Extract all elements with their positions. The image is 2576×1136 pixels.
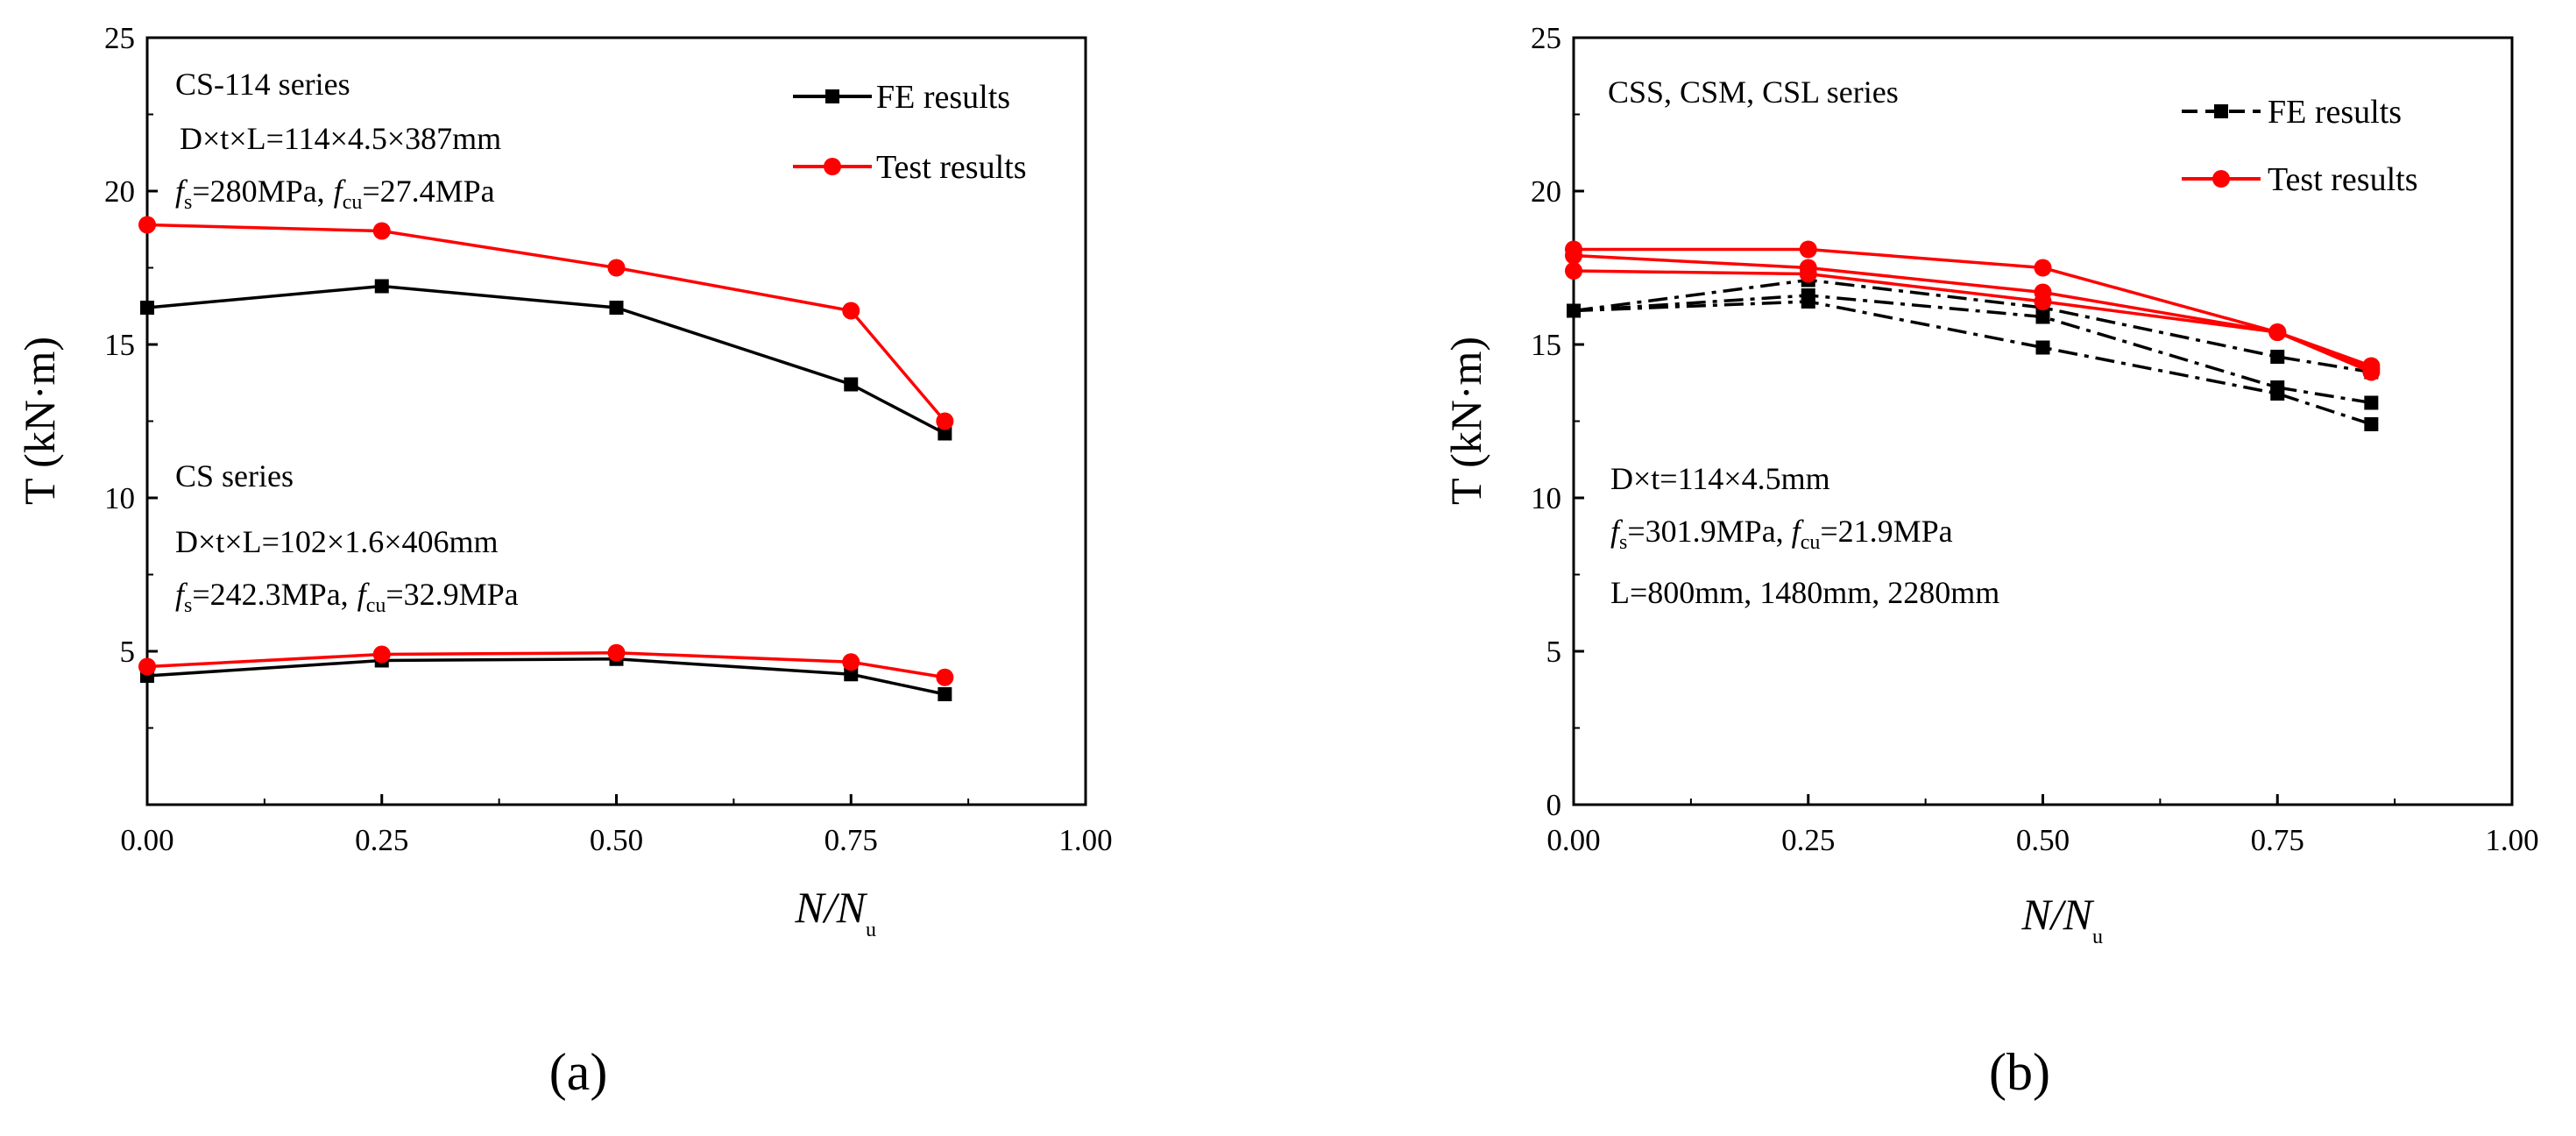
legend-a-fe-label: FE results xyxy=(876,79,1010,116)
data-point-a-0 xyxy=(938,426,952,441)
chart-panel-b: 0.00 0.25 0.50 0.75 1.00 0 5 10 15 20 25 CSS, CSM,… xyxy=(1441,21,2539,1101)
legend-b-fe-marker xyxy=(2214,104,2228,118)
data-point-b-3 xyxy=(2034,259,2052,277)
x-tick-label-a: 0.25 xyxy=(355,823,408,857)
legend-a: FE results Test results xyxy=(793,79,1026,186)
annotation-group1-dims: D×t×L=114×4.5×387mm xyxy=(180,121,501,156)
data-point-a-3 xyxy=(607,643,626,662)
x-tick-label-b: 0.75 xyxy=(2251,823,2304,857)
x-tick-label-a: 0.00 xyxy=(120,823,173,857)
data-point-a-0 xyxy=(140,301,154,315)
x-axis-label-a: N/Nu xyxy=(794,883,876,941)
legend-b-test-marker xyxy=(2212,170,2230,188)
data-point-b-5 xyxy=(2362,363,2381,381)
series-line-a-0 xyxy=(146,284,946,436)
x-tick-label-a: 1.00 xyxy=(1058,823,1112,857)
y-tick-label-b: 5 xyxy=(1546,635,1562,669)
annotation-group2-title: CS series xyxy=(175,458,294,493)
y-tick-label-b: 10 xyxy=(1531,481,1561,515)
chart-panel-a: 0.00 0.25 0.50 0.75 1.00 5 10 15 20 25 CS-114 ser… xyxy=(15,21,1113,1101)
annotation-b-lengths: L=800mm, 1480mm, 2280mm xyxy=(1610,575,1999,610)
data-point-b-3 xyxy=(1799,240,1817,259)
data-point-b-2 xyxy=(2270,387,2285,401)
y-tick-label-b: 0 xyxy=(1546,788,1562,822)
x-tick-label-a: 0.75 xyxy=(824,823,878,857)
series-line-a-1 xyxy=(146,223,946,422)
data-point-b-2 xyxy=(1801,295,1815,309)
data-point-a-2 xyxy=(938,687,952,701)
annotation-b-props: fs=301.9MPa, fcu=21.9MPa xyxy=(1610,514,1953,554)
data-point-a-0 xyxy=(374,279,389,294)
data-point-a-1 xyxy=(607,259,626,277)
y-axis-label-b: T (kN·m) xyxy=(1441,337,1490,505)
data-point-b-4 xyxy=(1565,246,1582,265)
y-tick-label-a: 20 xyxy=(104,174,135,209)
data-point-b-5 xyxy=(2268,323,2287,341)
annotation-b-dims: D×t=114×4.5mm xyxy=(1610,461,1830,496)
data-point-b-1 xyxy=(2035,309,2050,324)
data-point-a-1 xyxy=(138,216,156,234)
data-point-b-2 xyxy=(2035,340,2050,355)
series-line-b-0 xyxy=(1573,278,2372,374)
legend-a-test-label: Test results xyxy=(876,149,1026,186)
y-tick-label-a: 15 xyxy=(104,328,135,362)
legend-b-test-label: Test results xyxy=(2268,161,2417,198)
annotation-group1-props: fs=280MPa, fcu=27.4MPa xyxy=(175,174,495,214)
data-point-b-2 xyxy=(2364,417,2379,431)
data-point-a-1 xyxy=(842,302,860,320)
y-tick-label-b: 20 xyxy=(1531,174,1561,209)
data-point-a-0 xyxy=(844,377,859,392)
y-tick-label-a: 10 xyxy=(104,481,135,515)
legend-b: FE results Test results xyxy=(2182,94,2417,198)
panel-label-a: (a) xyxy=(549,1043,608,1101)
x-tick-label-b: 0.25 xyxy=(1781,823,1835,857)
data-point-a-3 xyxy=(936,668,954,686)
data-point-b-2 xyxy=(1567,303,1581,318)
data-point-a-3 xyxy=(372,645,391,664)
legend-a-test-marker xyxy=(824,158,841,175)
data-point-b-5 xyxy=(1799,265,1817,283)
legend-b-fe-label: FE results xyxy=(2268,94,2402,131)
annotation-group1-title: CS-114 series xyxy=(175,67,350,102)
x-tick-label-b: 0.00 xyxy=(1546,823,1600,857)
y-tick-label-b: 25 xyxy=(1531,21,1561,55)
data-point-b-1 xyxy=(2364,395,2379,410)
legend-a-fe-marker xyxy=(825,89,839,103)
data-point-a-1 xyxy=(936,412,954,430)
data-point-b-5 xyxy=(1565,262,1582,280)
data-point-b-5 xyxy=(2034,293,2052,310)
data-point-b-0 xyxy=(2270,350,2285,364)
x-tick-label-b: 0.50 xyxy=(2016,823,2070,857)
data-point-a-0 xyxy=(609,301,624,315)
annotation-group2-dims: D×t×L=102×1.6×406mm xyxy=(175,524,499,559)
y-tick-label-b: 15 xyxy=(1531,328,1561,362)
data-point-a-1 xyxy=(372,222,391,240)
data-point-a-2 xyxy=(844,667,859,682)
panel-label-b: (b) xyxy=(1989,1043,2050,1101)
series-line-b-3 xyxy=(1574,247,2372,368)
series-line-b-1 xyxy=(1573,294,2372,405)
series-line-b-2 xyxy=(1573,300,2372,426)
data-point-a-3 xyxy=(842,653,860,671)
data-point-a-3 xyxy=(138,657,156,676)
x-tick-label-b: 1.00 xyxy=(2485,823,2538,857)
annotation-b-title: CSS, CSM, CSL series xyxy=(1608,75,1899,110)
y-axis-label-a: T (kN·m) xyxy=(15,337,64,505)
x-axis-label-b: N/Nu xyxy=(2020,890,2103,948)
series-line-a-2 xyxy=(146,657,945,696)
y-tick-label-a: 5 xyxy=(120,635,136,669)
x-tick-label-a: 0.50 xyxy=(590,823,643,857)
annotation-group2-props: fs=242.3MPa, fcu=32.9MPa xyxy=(175,577,519,617)
y-tick-label-a: 25 xyxy=(104,21,135,55)
